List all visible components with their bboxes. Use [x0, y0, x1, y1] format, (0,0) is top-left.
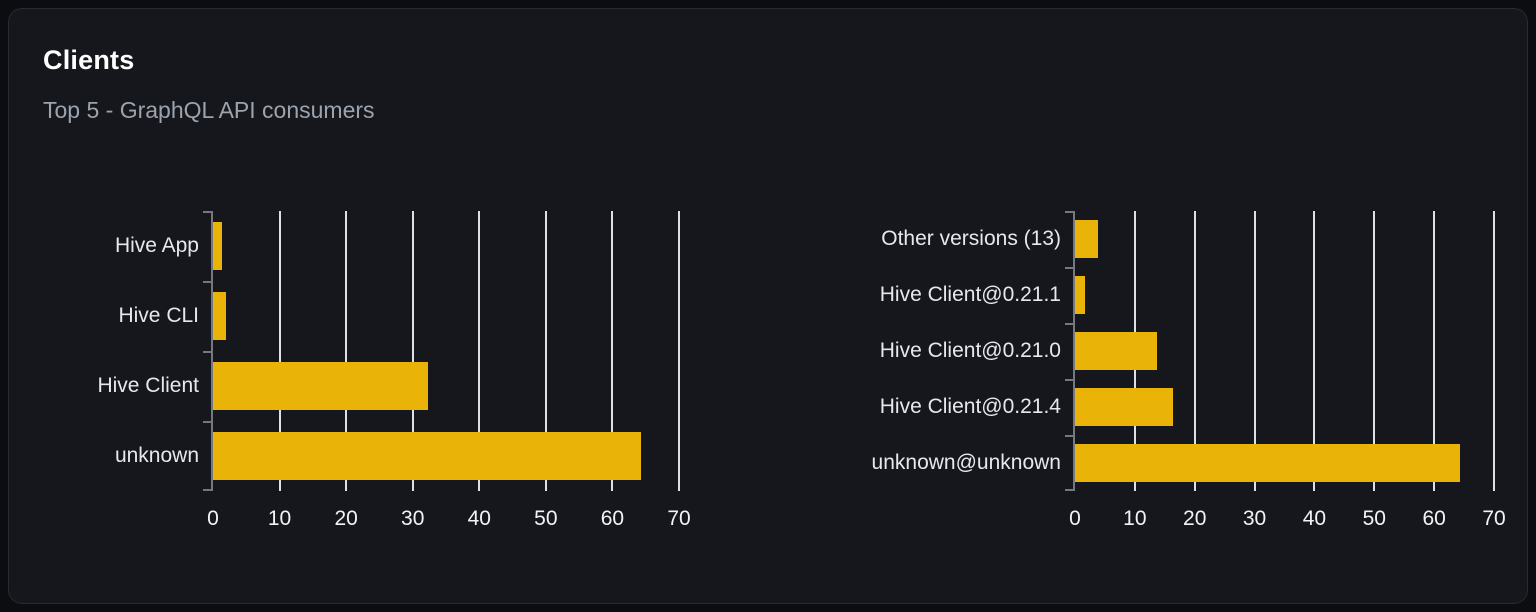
y-axis-tick [203, 211, 211, 213]
x-tick-label-70: 70 [1482, 507, 1506, 530]
x-tick-label-10: 10 [267, 507, 292, 530]
y-axis-tick [203, 489, 211, 491]
x-tick-label-50: 50 [534, 507, 558, 530]
panel-subtitle: Top 5 - GraphQL API consumers [43, 97, 375, 123]
plot-area [1065, 211, 1495, 491]
gridline-50 [544, 211, 547, 491]
category-label: unknown [114, 444, 199, 467]
x-tick-label-10: 10 [1123, 507, 1147, 530]
bar-hive-client-0-21-4[interactable] [1075, 388, 1173, 426]
clients-panel: Clients Top 5 - GraphQL API consumers Hi… [8, 8, 1528, 604]
gridline-10 [278, 211, 281, 491]
x-tick-label-40: 40 [1302, 507, 1327, 530]
y-axis-tick [203, 421, 211, 423]
category-label: Hive CLI [118, 304, 199, 327]
x-tick-label-50: 50 [1362, 507, 1386, 530]
bar-other-versions-13-[interactable] [1075, 220, 1098, 258]
y-axis-tick [203, 351, 211, 353]
y-axis-line [211, 211, 213, 491]
gridline-60 [611, 211, 614, 491]
top-clients-bar-chart: Hive App Hive CLI Hive Client unknown 0 10 20 3… [49, 211, 691, 551]
y-axis-tick [1065, 267, 1073, 269]
category-label: Other versions (13) [881, 227, 1061, 250]
bar-hive-client-0-21-0[interactable] [1075, 332, 1157, 370]
x-tick-label-40: 40 [467, 507, 491, 530]
gridline-60 [1433, 211, 1436, 491]
gridline-30 [1253, 211, 1256, 491]
x-tick-label-20: 20 [334, 507, 358, 530]
x-tick-label-20: 20 [1183, 507, 1207, 530]
category-label: Hive App [114, 234, 199, 257]
y-axis-tick [1065, 211, 1073, 213]
category-label: Hive Client@0.21.0 [879, 339, 1061, 362]
y-axis-tick [1065, 323, 1073, 325]
x-tick-label-70: 70 [667, 507, 691, 530]
bar-hive-client[interactable] [213, 362, 428, 410]
y-axis-tick [203, 281, 211, 283]
gridline-50 [1373, 211, 1376, 491]
gridline-20 [1193, 211, 1196, 491]
panel-title: Clients [43, 45, 135, 75]
gridline-20 [345, 211, 348, 491]
x-tick-label-60: 60 [1422, 507, 1446, 530]
gridline-70 [678, 211, 680, 491]
x-tick-label-30: 30 [401, 507, 425, 530]
category-label: Hive Client@0.21.4 [879, 395, 1061, 418]
y-axis-tick [1065, 489, 1073, 491]
y-axis-tick [1065, 435, 1073, 437]
top-client-versions-bar-chart: Other versions (13) Hive Client@0.21.1 Hiv… [845, 211, 1506, 551]
bar-hive-cli[interactable] [213, 292, 226, 340]
x-tick-label-0: 0 [207, 507, 219, 530]
gridline-30 [411, 211, 414, 491]
bar-unknown[interactable] [213, 432, 641, 480]
bar-unknown-unknown[interactable] [1075, 444, 1460, 482]
y-axis-tick [1065, 379, 1073, 381]
plot-area [203, 211, 680, 491]
bar-hive-app[interactable] [213, 222, 222, 270]
gridline-40 [1313, 211, 1316, 491]
bar-hive-client-0-21-1[interactable] [1075, 276, 1085, 314]
x-tick-label-30: 30 [1242, 507, 1267, 530]
x-tick-label-60: 60 [600, 507, 625, 530]
category-label: Hive Client [97, 374, 199, 397]
y-axis-line [1073, 211, 1075, 491]
x-tick-label-0: 0 [1069, 507, 1081, 530]
category-label: Hive Client@0.21.1 [879, 283, 1061, 306]
gridline-40 [478, 211, 481, 491]
category-label: unknown@unknown [871, 451, 1061, 474]
gridline-70 [1493, 211, 1495, 491]
